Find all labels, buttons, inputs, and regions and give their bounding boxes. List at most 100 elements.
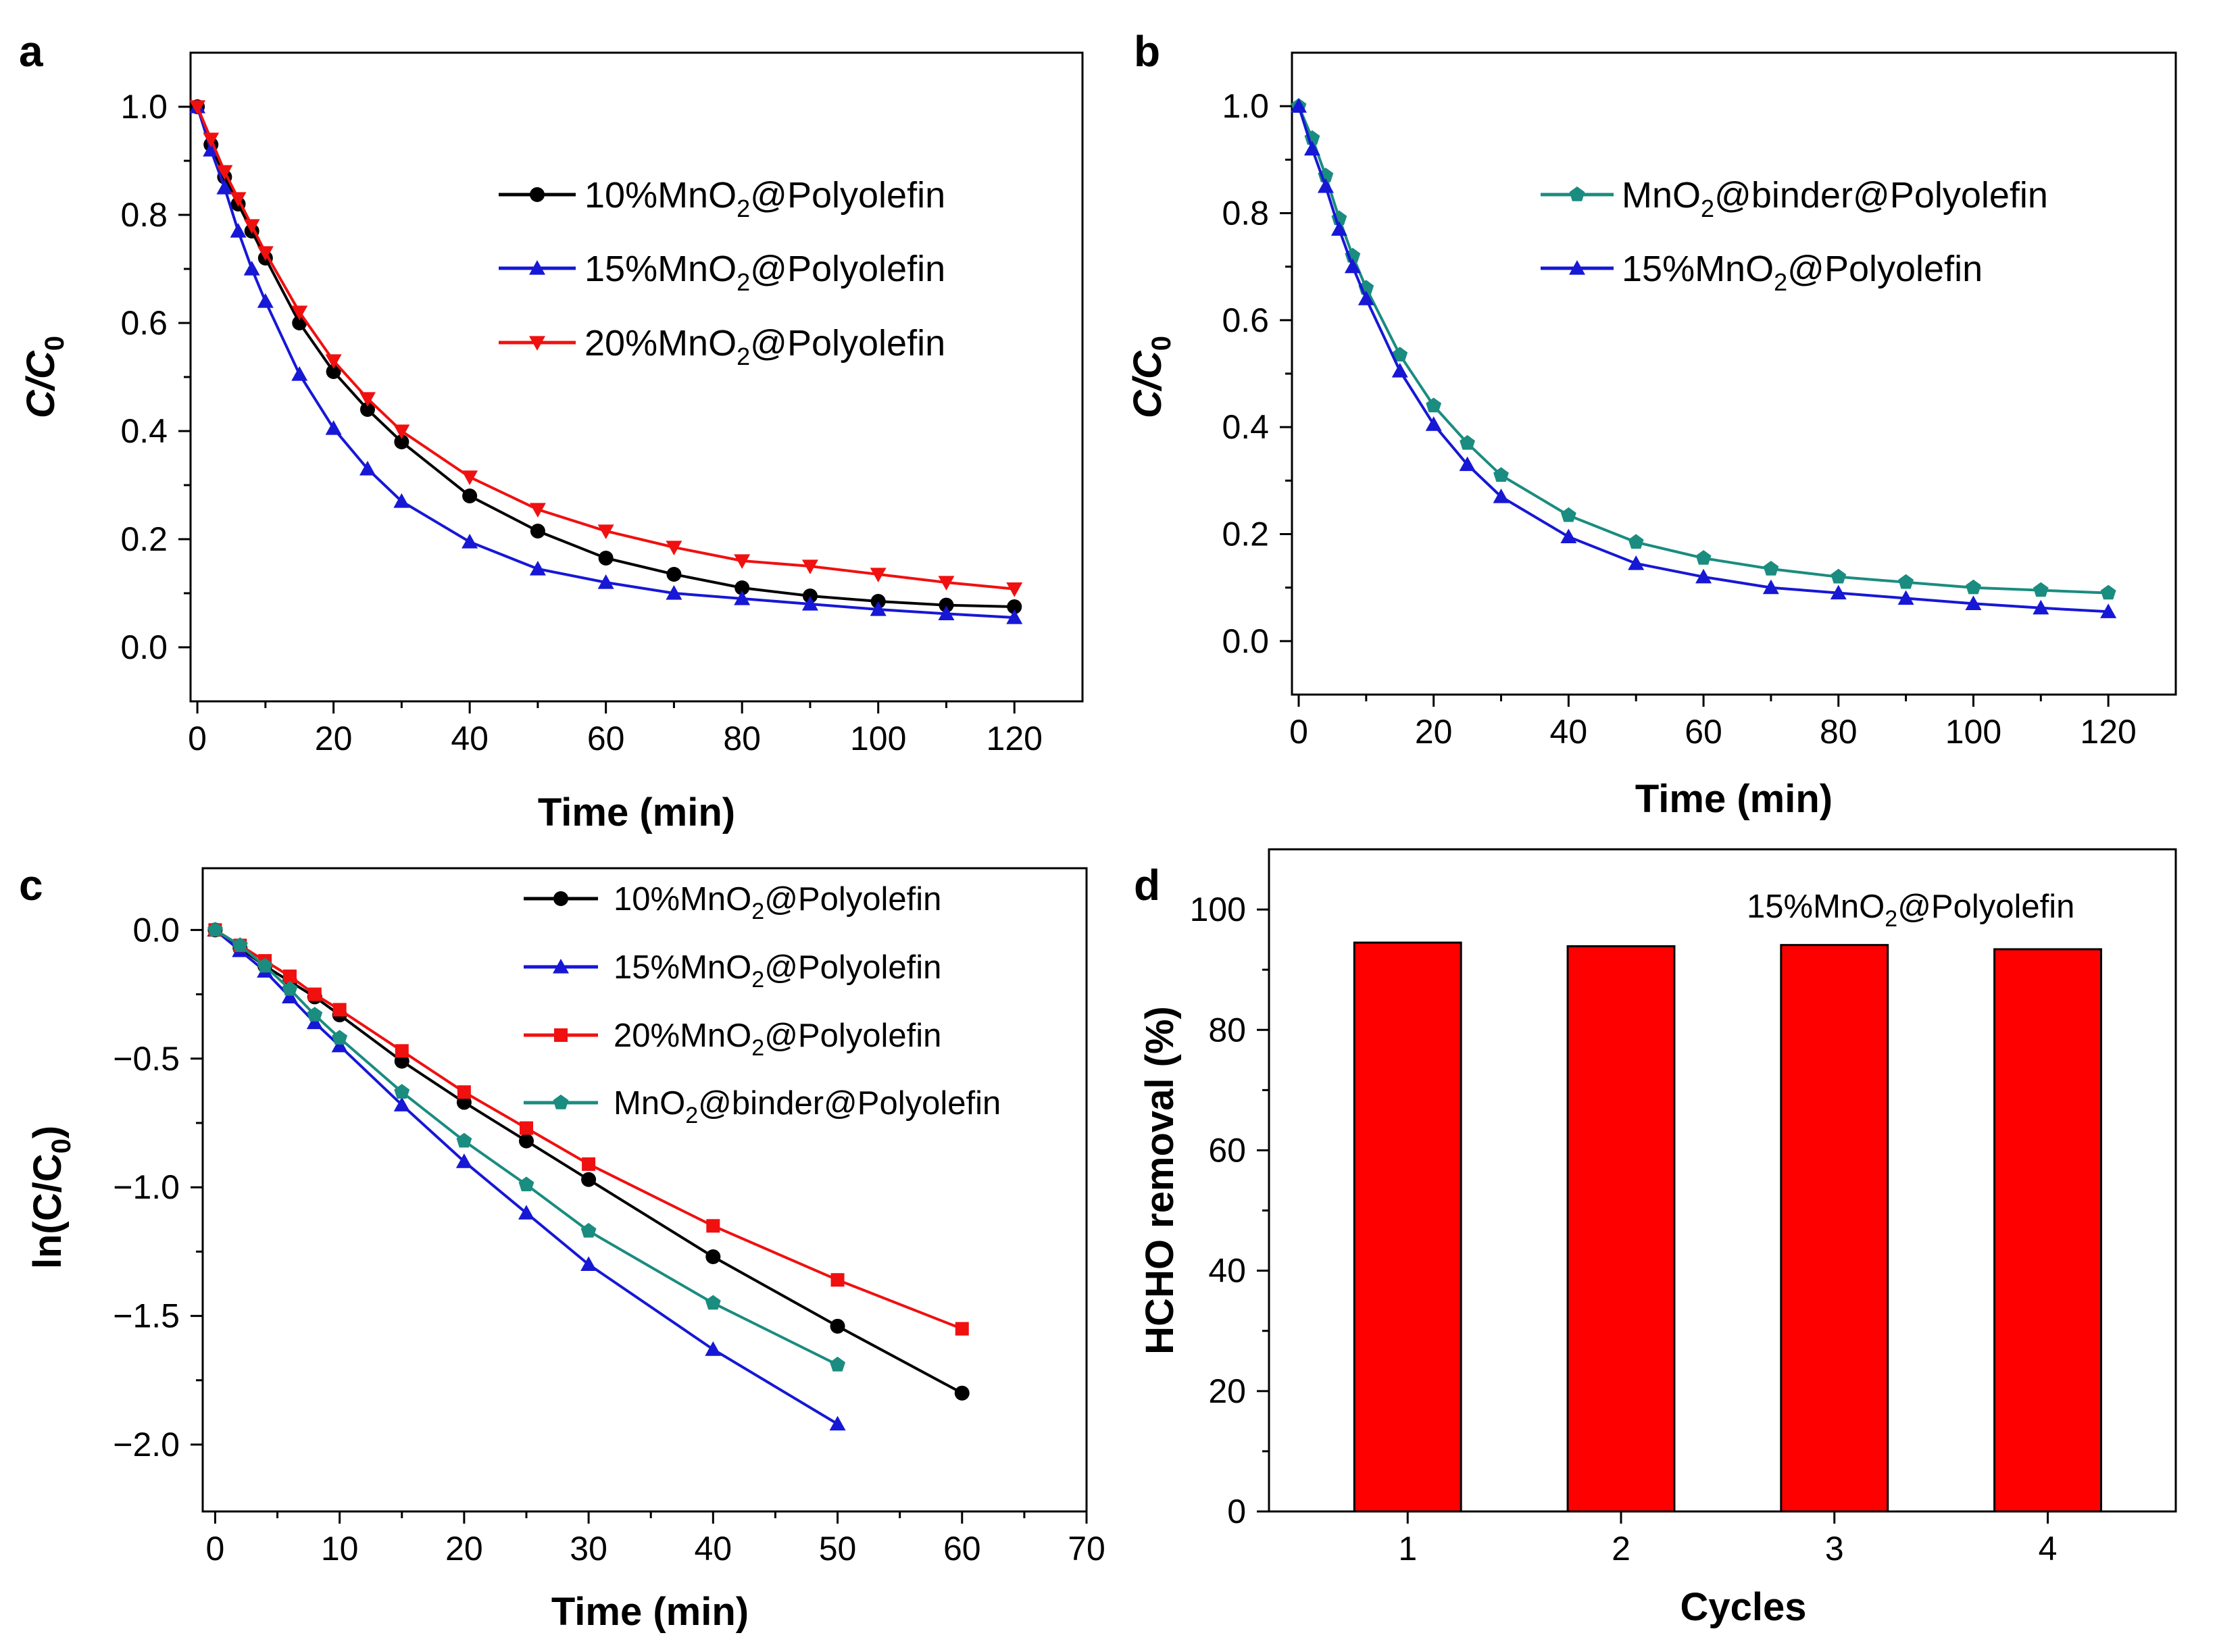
panel-a: a 0 20 40 60 80 100 120 0.0 0.2 0.4 0.6 0.8 1.0 10%M…: [19, 27, 1084, 834]
panel-b-series-1-point: [1830, 568, 1847, 584]
panel-a-series-2-point: [203, 142, 220, 157]
panel-c-legend-item-4: MnO2@binder@Polyolefin: [524, 1085, 1001, 1128]
panel-c-x-tick-label: 40: [695, 1530, 732, 1568]
panel-b-legend-item-2: 15%MnO2@Polyolefin: [1541, 249, 1983, 296]
panel-b-legend-item-1: MnO2@binder@Polyolefin: [1541, 175, 2048, 222]
panel-c-x-axis-title: Time (min): [551, 1590, 749, 1634]
panel-d-bar-2: [1566, 945, 1676, 1513]
panel-b-series-1-point: [1493, 467, 1509, 482]
panel-c-legend-label-3: 20%MnO2@Polyolefin: [614, 1018, 941, 1061]
panel-a-legend-marker-shape-1: [530, 187, 545, 202]
panel-d-x-tick-label: 3: [1825, 1530, 1844, 1568]
panel-c-frame: [201, 867, 1088, 1513]
panel-c-x-tick-label: 10: [321, 1530, 359, 1568]
panel-b-series-2-point: [1330, 221, 1347, 236]
panel-c-series-3-point: [519, 1121, 533, 1135]
panel-b-letter: b: [1134, 27, 1160, 76]
panel-a-series-3-point: [291, 305, 308, 320]
panel-a-series-3-point: [801, 559, 818, 574]
panel-c-legend-marker-1: [553, 891, 568, 906]
panel-c-y-tick-label: −1.0: [113, 1168, 180, 1206]
panel-c-series-4-point: [456, 1132, 472, 1148]
panel-a-series-3-point: [1006, 582, 1023, 597]
panel-c-legend-marker-shape-4: [553, 1095, 569, 1109]
panel-b-legend-marker-shape-1: [1569, 186, 1585, 201]
panel-c-series-4-point: [307, 1007, 323, 1022]
panel-a-series-2-point: [325, 420, 342, 435]
panel-a-series-3-point: [462, 470, 478, 485]
panel-a-legend-marker-shape-2: [529, 260, 545, 275]
panel-b-x-axis-title: Time (min): [1635, 777, 1833, 821]
panel-a-series-2-point: [393, 493, 410, 508]
panel-a-series-3-point: [734, 554, 751, 569]
panel-c-legend-marker-shape-1: [553, 891, 568, 906]
panel-a-series-1-point: [326, 364, 341, 379]
panel-c-series-1-point: [954, 1385, 970, 1401]
panel-c-series-1-point: [518, 1133, 534, 1149]
panel-b-series-2-point: [1425, 416, 1442, 431]
panel-c-series-3-point: [282, 969, 297, 983]
panel-a-series-1-point: [939, 597, 954, 613]
panel-b-x-tick-label: 100: [1945, 713, 2001, 751]
panel-d-bar-4: [1993, 948, 2102, 1513]
panel-c-series-3-point: [582, 1157, 596, 1171]
panel-a-series-3-point: [230, 192, 247, 207]
panel-b-y-tick-label: 0.8: [1222, 195, 1269, 232]
panel-b-series-2-point: [1357, 291, 1374, 305]
panel-a-x-tick-label: 120: [987, 720, 1043, 757]
panel-d-y-tick-label: 80: [1208, 1011, 1246, 1049]
panel-c-legend-marker-shape-3: [554, 1028, 568, 1042]
panel-b-series-1-point: [1392, 347, 1408, 361]
panel-c-x-tick-label: 20: [445, 1530, 483, 1568]
panel-c-series-2-point: [518, 1205, 534, 1220]
panel-c-x-tick-label: 30: [570, 1530, 607, 1568]
panel-a-series-3-point: [216, 165, 233, 180]
panel-d-bar-1: [1353, 941, 1462, 1513]
panel-c-legend-label-4: MnO2@binder@Polyolefin: [614, 1085, 1001, 1128]
panel-b-series-2-point: [1493, 489, 1510, 503]
panel-b-legend-marker-1: [1569, 186, 1585, 201]
panel-c-series-4-point: [518, 1176, 534, 1192]
panel-c-series-3-point: [395, 1044, 409, 1058]
panel-c-series-4-point: [830, 1356, 845, 1372]
panel-d-y-tick-label: 100: [1190, 891, 1246, 928]
panel-b-series-2-point: [1317, 178, 1334, 193]
panel-a-series-2-point: [291, 366, 308, 381]
panel-b-series-2-point: [1628, 555, 1645, 570]
panel-d-y-axis-title: HCHO removal (%): [1138, 1006, 1182, 1355]
panel-d-annotation: 15%MnO2@Polyolefin: [1747, 888, 2074, 932]
panel-a-series-3-point: [325, 354, 342, 369]
panel-c-legend-item-2: 15%MnO2@Polyolefin: [524, 949, 941, 993]
panel-d-bar-3: [1780, 944, 1889, 1513]
panel-c-legend-label-1: 10%MnO2@Polyolefin: [614, 881, 941, 924]
panel-a-legend-label-1: 10%MnO2@Polyolefin: [584, 175, 945, 222]
panel-b-series-2-point: [2100, 603, 2117, 618]
panel-a-legend-item-3: 20%MnO2@Polyolefin: [499, 323, 945, 370]
panel-b-x-tick-label: 120: [2080, 713, 2136, 751]
panel-c-series-2-point: [281, 988, 298, 1003]
panel-a-series-3-point: [393, 424, 410, 439]
panel-a-series-1-point: [598, 551, 614, 566]
panel-b-series-1-point: [2033, 582, 2049, 597]
panel-a-series-1-point: [462, 489, 478, 503]
panel-b-series-1-point: [1426, 397, 1442, 413]
panel-c-x-tick-label: 50: [819, 1530, 857, 1568]
panel-c: c 0 10 20 30 40 50 60 70 −2.0 −1.5 −1.0 −0.5 0.0 10%…: [19, 861, 1105, 1634]
panel-c-series-4-point: [394, 1084, 410, 1099]
panel-c-series-2-point: [306, 1014, 323, 1030]
panel-c-legend-marker-shape-2: [553, 959, 569, 974]
panel-b-ticks: 0 20 40 60 80 100 120 0.0 0.2 0.4 0.6 0.8 1.0: [1222, 87, 2136, 751]
panel-d-y-tick-label: 40: [1208, 1252, 1246, 1290]
panel-c-letter: c: [19, 861, 43, 909]
panel-a-series-1-point: [530, 524, 545, 539]
panel-c-series-2-point: [393, 1097, 410, 1111]
panel-b-series-1-point: [1695, 550, 1712, 565]
panel-a-series-2-point: [801, 596, 818, 611]
panel-c-series-4-point: [580, 1222, 597, 1238]
panel-b-series-layer: [1290, 98, 2117, 618]
panel-b-series-2-point: [1965, 595, 1982, 611]
panel-c-legend-marker-3: [554, 1028, 568, 1042]
panel-b-series-2-point: [1303, 141, 1320, 156]
panel-c-y-tick-label: −2.0: [113, 1426, 180, 1463]
panel-b-series-2-point: [1459, 456, 1476, 472]
